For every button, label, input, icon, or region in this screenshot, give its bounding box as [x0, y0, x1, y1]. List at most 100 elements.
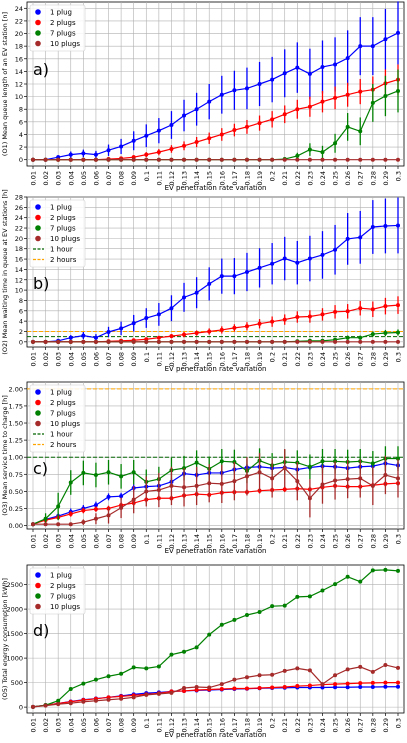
data-point: [68, 522, 73, 527]
data-point: [81, 681, 86, 686]
x-tick-label: 0.09: [130, 718, 138, 732]
legend-marker: [35, 225, 41, 231]
data-point: [31, 704, 35, 709]
data-point: [295, 260, 300, 265]
data-point: [194, 331, 199, 336]
data-point: [270, 319, 275, 324]
data-point: [131, 321, 136, 326]
data-point: [119, 144, 124, 149]
data-point: [156, 150, 161, 155]
x-tick-label: 0.12: [168, 718, 176, 732]
y-tick-label: 0.25: [9, 505, 23, 513]
data-point: [257, 673, 262, 678]
data-point: [244, 324, 249, 329]
data-point: [320, 685, 325, 690]
x-tick-label: 0.14: [193, 171, 201, 185]
x-tick-label: 0.13: [181, 171, 189, 185]
x-axis-label: EV penetration rate variation: [165, 184, 267, 192]
data-point: [383, 304, 388, 309]
x-tick-label: 0.06: [92, 718, 100, 732]
series-line: [33, 224, 399, 343]
data-point: [257, 157, 262, 162]
series-7-plugs: [31, 567, 400, 709]
data-point: [307, 464, 312, 469]
data-point: [345, 56, 350, 61]
x-tick-label: 0.28: [369, 718, 377, 732]
x-tick-label: 0.23: [306, 352, 314, 366]
data-point: [119, 326, 124, 331]
data-point: [270, 685, 275, 690]
data-point: [43, 522, 48, 527]
x-tick-label: 0.24: [319, 352, 327, 366]
data-point: [295, 315, 300, 319]
y-tick-label: 14: [15, 68, 23, 76]
data-point: [68, 480, 73, 485]
data-point: [345, 157, 350, 162]
data-point: [56, 157, 61, 162]
data-point: [93, 503, 98, 508]
data-point: [370, 307, 375, 312]
legend-label: 10 plugs: [50, 603, 80, 611]
y-tick-label: 2.00: [9, 385, 23, 393]
x-tick-label: 0.03: [55, 171, 63, 185]
x-tick-label: 0.3: [395, 718, 403, 728]
data-point: [370, 157, 375, 162]
x-tick-label: 0.08: [118, 352, 126, 366]
x-tick-label: 0.21: [281, 718, 289, 732]
y-tick-label: 18: [15, 43, 23, 51]
data-point: [244, 86, 249, 91]
x-tick-label: 0.3: [395, 171, 403, 181]
data-point: [194, 645, 199, 650]
x-axis-label: EV penetration rate variation: [165, 365, 267, 373]
data-point: [244, 474, 249, 479]
data-point: [131, 665, 136, 670]
data-point: [232, 325, 237, 330]
data-point: [370, 44, 375, 49]
data-point: [232, 157, 237, 162]
data-point: [383, 331, 388, 336]
data-point: [81, 157, 86, 162]
x-tick-label: 0.29: [382, 718, 390, 732]
data-point: [370, 339, 375, 344]
x-tick-label: 0.09: [130, 171, 138, 185]
series-line: [32, 664, 399, 708]
data-point: [156, 664, 161, 669]
y-tick-label: 0: [19, 338, 23, 346]
x-tick-label: 0.06: [92, 352, 100, 366]
data-point: [43, 339, 48, 344]
x-tick-label: 0.05: [80, 534, 88, 548]
x-tick-label: 0.01: [30, 171, 38, 185]
data-point: [320, 150, 325, 155]
y-tick-label: 28: [15, 194, 23, 202]
data-point: [56, 702, 61, 707]
data-point: [232, 479, 237, 484]
data-point: [131, 497, 136, 502]
data-point: [194, 157, 199, 162]
data-point: [81, 151, 86, 156]
legend-label: 2 plugs: [50, 19, 76, 27]
x-tick-label: 0.2: [269, 534, 277, 544]
data-point: [282, 317, 287, 322]
legend-marker: [35, 204, 41, 210]
x-tick-label: 0.11: [155, 718, 163, 732]
data-point: [333, 582, 338, 587]
x-tick-label: 0.23: [306, 718, 314, 732]
data-point: [396, 303, 400, 308]
data-point: [320, 99, 325, 104]
data-point: [144, 152, 149, 157]
data-point: [370, 100, 375, 105]
chart-panel-3: 0.00 0.25 0.50 0.75 1.00 1.25 1.50 1.75 2.00 0.01…: [1, 381, 405, 555]
data-point: [383, 680, 388, 685]
data-point: [144, 133, 149, 138]
data-point: [345, 335, 350, 340]
data-point: [307, 71, 312, 76]
data-point: [144, 339, 149, 344]
legend-marker: [35, 235, 41, 242]
x-axis-label: EV penetration rate variation: [165, 547, 267, 555]
legend-marker: [35, 399, 41, 406]
legend-marker: [35, 420, 41, 427]
series-line: [33, 32, 399, 161]
data-point: [383, 223, 388, 228]
y-tick-label: 2000: [6, 606, 23, 614]
